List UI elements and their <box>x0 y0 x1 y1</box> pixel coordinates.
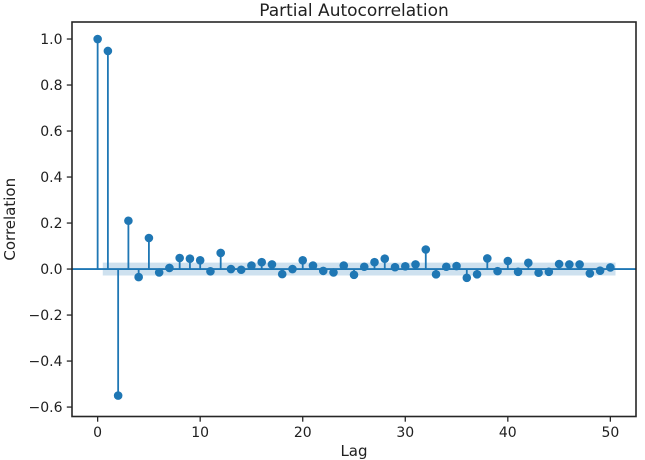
plot-border <box>71 21 637 418</box>
stem-marker <box>421 245 431 254</box>
stem-marker <box>134 272 143 282</box>
y-axis-label: Correlation <box>1 178 19 261</box>
stem-marker <box>277 269 287 279</box>
stem-marker <box>257 257 267 267</box>
stem-marker <box>606 263 615 272</box>
stem-marker <box>339 261 349 270</box>
stem-marker <box>400 261 410 271</box>
stem-marker <box>493 266 502 276</box>
stem-marker <box>524 258 533 268</box>
stem-marker <box>124 216 133 226</box>
stem-marker <box>267 260 277 269</box>
stem-marker <box>575 260 584 269</box>
x-tick-label: 50 <box>601 425 619 441</box>
chart-title: Partial Autocorrelation <box>259 1 449 21</box>
y-tick-label: 0.4 <box>40 170 62 186</box>
stem-marker <box>185 254 195 263</box>
stem-marker <box>288 264 297 274</box>
stem-marker <box>554 259 564 269</box>
stem-marker <box>93 34 102 44</box>
stem-marker <box>103 46 113 56</box>
stem-marker <box>431 270 441 279</box>
stem-marker <box>195 256 205 265</box>
stem-marker <box>472 270 482 279</box>
x-tick-label: 30 <box>396 425 414 441</box>
y-tick-label: −0.4 <box>29 354 63 370</box>
y-tick-label: 0.8 <box>40 78 62 94</box>
stem-marker <box>595 266 605 275</box>
stem-marker <box>380 254 390 263</box>
stem-marker <box>483 254 492 263</box>
stem-marker <box>329 268 338 277</box>
stem-marker <box>175 253 184 263</box>
stem-marker <box>349 270 359 280</box>
x-tick-label: 20 <box>294 425 312 441</box>
stem-marker <box>544 267 554 277</box>
x-axis-label: Lag <box>340 442 367 460</box>
stem-marker <box>565 260 574 269</box>
stem-marker <box>154 268 164 277</box>
stem-marker <box>236 265 246 275</box>
stem-marker <box>318 266 328 276</box>
x-tick-label: 10 <box>191 425 209 441</box>
y-tick-label: −0.2 <box>29 308 63 324</box>
stem-marker <box>390 262 400 272</box>
y-tick-label: 1.0 <box>40 32 62 48</box>
x-tick-label: 40 <box>499 425 517 441</box>
stem-marker <box>247 261 256 270</box>
stem-marker <box>308 261 318 270</box>
stem-marker <box>206 267 215 276</box>
y-tick-label: 0.6 <box>40 124 62 140</box>
stem-marker <box>216 248 225 258</box>
stem-marker <box>441 262 451 272</box>
stem-marker <box>226 264 236 274</box>
y-tick-label: 0.0 <box>40 262 62 278</box>
stem-marker <box>144 233 154 243</box>
stem-marker <box>113 391 123 400</box>
stem-marker <box>585 269 595 278</box>
y-tick-label: 0.2 <box>40 216 62 232</box>
stem-marker <box>298 256 308 265</box>
stem-marker <box>370 257 379 267</box>
stem-marker <box>165 263 174 273</box>
stem-marker <box>411 260 420 269</box>
stem-marker <box>359 262 369 272</box>
stem-marker <box>452 261 461 271</box>
stem-marker <box>513 267 523 277</box>
stem-marker <box>534 268 543 278</box>
stem-marker <box>462 273 472 283</box>
stem-marker <box>503 256 513 266</box>
x-tick-label: 0 <box>93 425 102 441</box>
y-tick-label: −0.6 <box>29 400 63 416</box>
